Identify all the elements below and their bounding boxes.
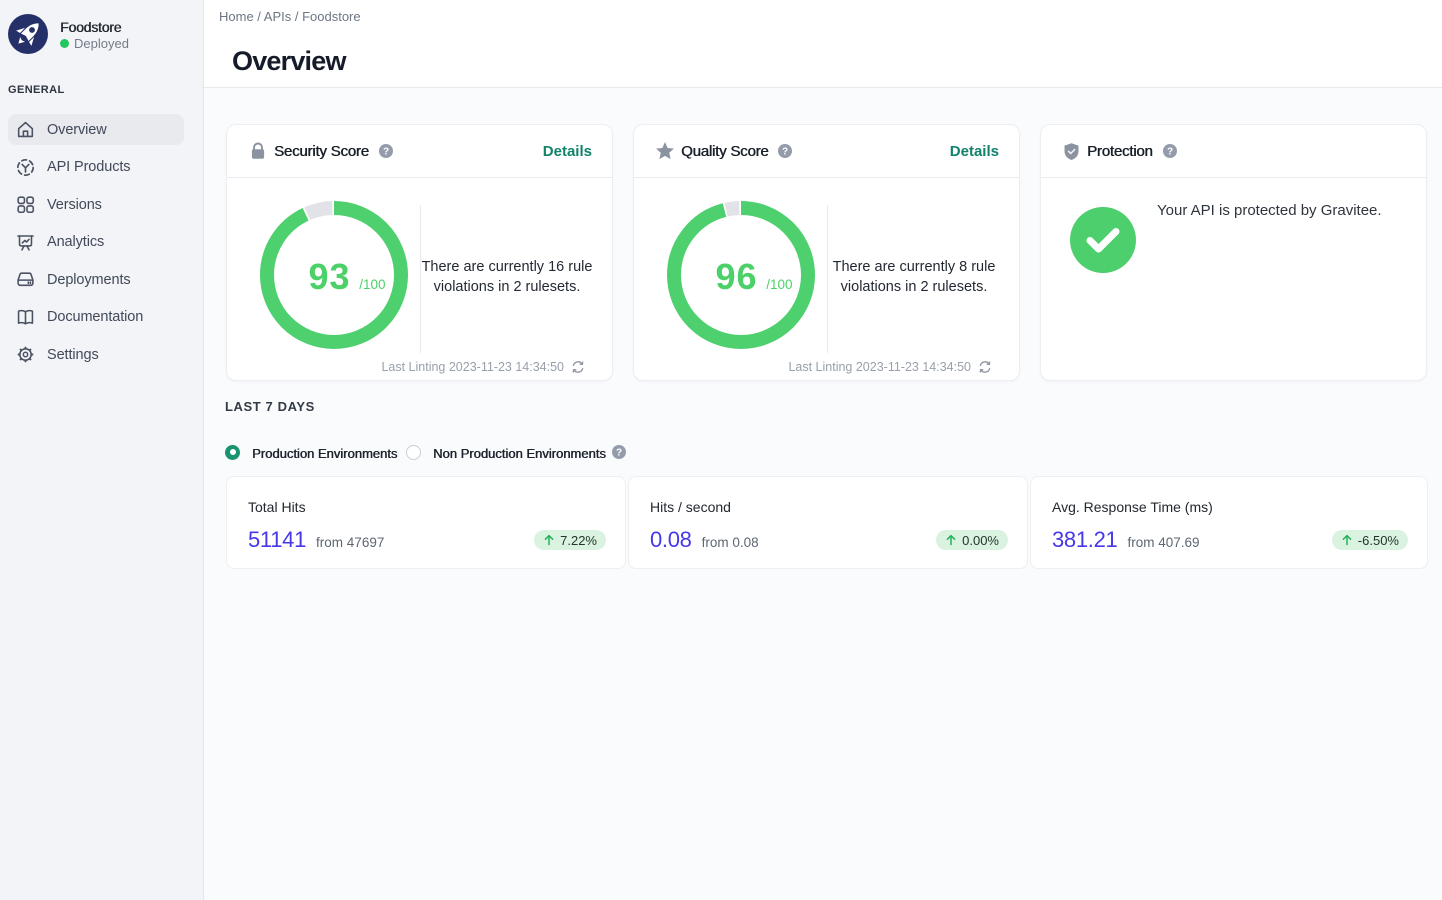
svg-text:?: ? xyxy=(383,147,389,158)
svg-text:?: ? xyxy=(616,448,622,459)
svg-text:?: ? xyxy=(1166,147,1172,158)
svg-text:?: ? xyxy=(782,147,788,158)
